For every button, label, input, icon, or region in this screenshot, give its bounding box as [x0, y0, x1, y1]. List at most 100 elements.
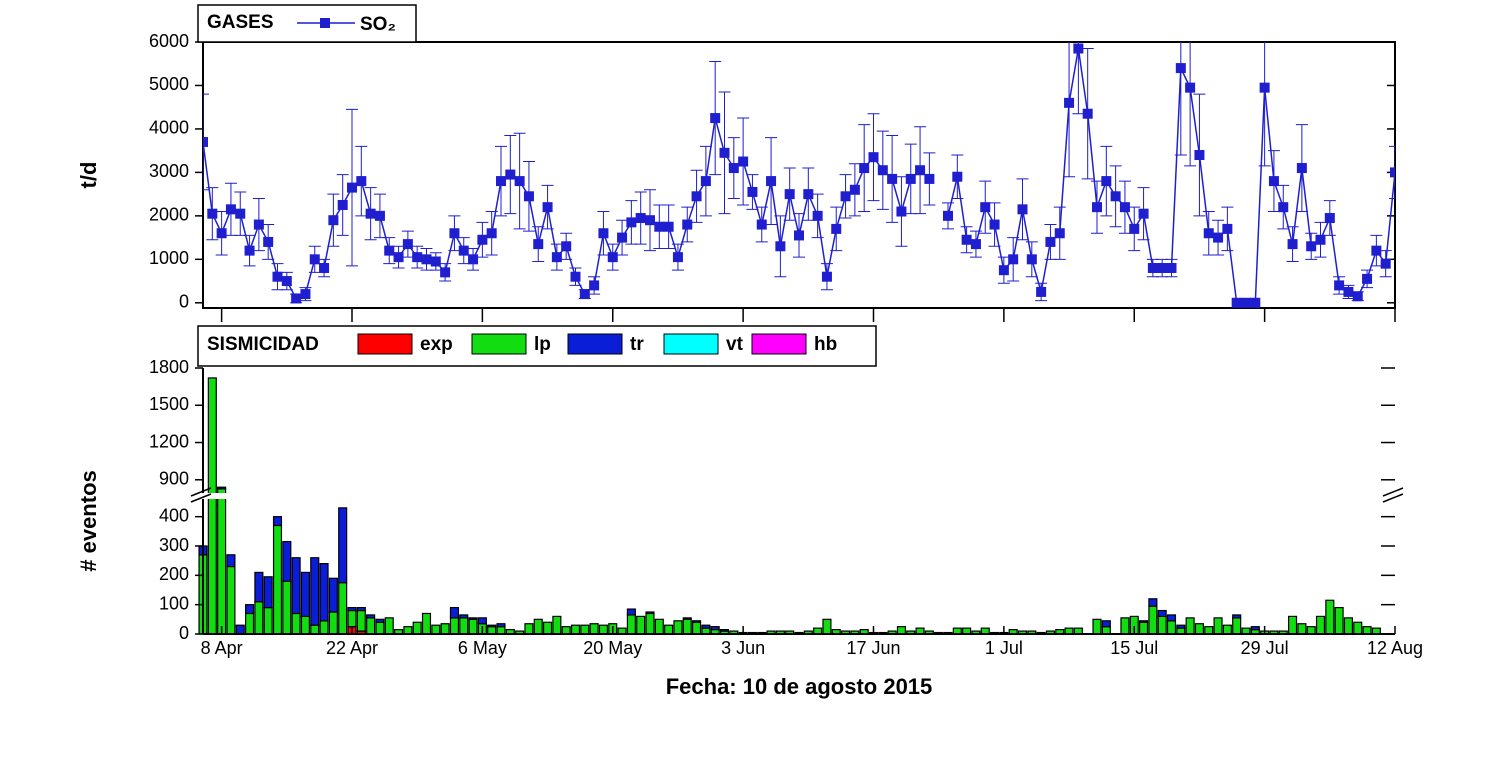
- marker: [728, 163, 739, 174]
- marker: [291, 293, 302, 304]
- marker: [710, 113, 721, 124]
- bar: [682, 618, 692, 635]
- bar: [254, 571, 264, 603]
- marker: [496, 176, 506, 187]
- marker: [840, 191, 851, 202]
- bar: [328, 611, 338, 635]
- marker: [1073, 43, 1084, 54]
- marker: [645, 215, 655, 226]
- y-tick-label: 1800: [149, 357, 189, 377]
- bar: [1343, 617, 1353, 635]
- x-tick-label: 17 Jun: [846, 638, 900, 658]
- marker: [374, 210, 385, 221]
- marker: [319, 263, 330, 274]
- marker: [747, 186, 758, 197]
- legend-swatch: [567, 333, 623, 355]
- bar: [235, 624, 245, 635]
- legend-title: SISMICIDAD: [207, 334, 319, 355]
- bar: [1204, 626, 1214, 635]
- marker: [831, 223, 842, 234]
- plot-area: [203, 42, 1395, 308]
- marker: [691, 191, 702, 202]
- bar: [1139, 621, 1149, 635]
- bar: [561, 626, 571, 635]
- bar: [254, 601, 264, 635]
- marker: [1213, 232, 1224, 243]
- marker: [607, 252, 618, 263]
- legend-title: GASES: [207, 12, 274, 33]
- marker: [1287, 239, 1298, 250]
- legend-swatch: [357, 333, 413, 355]
- marker: [1380, 258, 1391, 269]
- marker: [821, 271, 832, 282]
- marker: [1045, 236, 1056, 247]
- bar: [1213, 617, 1223, 635]
- bar: [207, 377, 217, 635]
- marker: [589, 280, 600, 291]
- bar: [217, 488, 227, 635]
- legend-label: SO₂: [360, 14, 396, 35]
- marker: [440, 267, 451, 278]
- bar: [412, 621, 422, 635]
- marker: [1324, 213, 1335, 224]
- marker: [719, 147, 730, 158]
- axis-break-gap: [189, 493, 249, 499]
- bar: [1157, 609, 1167, 617]
- bar: [1139, 620, 1149, 623]
- bar: [589, 623, 599, 635]
- bar: [1092, 618, 1102, 635]
- legend-label: exp: [420, 334, 453, 355]
- marker: [1343, 286, 1354, 297]
- bar: [356, 609, 366, 632]
- legend-marker: [320, 18, 330, 28]
- x-tick-label: 12 Aug: [1367, 638, 1423, 658]
- marker: [1147, 263, 1158, 274]
- x-tick-label: 22 Apr: [326, 638, 378, 658]
- bar: [496, 626, 506, 635]
- marker: [1036, 286, 1047, 297]
- marker: [961, 234, 972, 245]
- marker: [281, 276, 292, 287]
- marker: [421, 254, 432, 265]
- marker: [477, 234, 488, 245]
- marker: [1241, 297, 1251, 308]
- bar: [245, 612, 255, 635]
- marker: [794, 230, 804, 241]
- marker: [1203, 228, 1214, 239]
- marker: [1371, 245, 1382, 256]
- marker: [542, 202, 553, 213]
- x-tick-label: 1 Jul: [985, 638, 1023, 658]
- bar: [272, 524, 283, 635]
- marker: [1352, 291, 1363, 302]
- marker: [598, 228, 609, 239]
- bar: [543, 621, 553, 635]
- marker: [244, 245, 255, 256]
- bar: [291, 612, 301, 635]
- marker: [1054, 228, 1065, 239]
- x-tick-label: 3 Jun: [721, 638, 765, 658]
- bar: [384, 617, 394, 635]
- marker: [337, 199, 348, 210]
- marker: [700, 176, 711, 187]
- marker: [1222, 223, 1233, 234]
- marker: [1017, 204, 1028, 215]
- x-tick-label: 20 May: [583, 638, 642, 658]
- marker: [1315, 234, 1326, 245]
- marker: [365, 208, 376, 219]
- legend-label: hb: [814, 334, 837, 355]
- marker: [654, 221, 665, 232]
- marker: [896, 206, 907, 217]
- marker: [328, 215, 339, 226]
- bar: [626, 614, 636, 635]
- bar: [1306, 626, 1316, 635]
- y-tick-label: 300: [159, 535, 189, 555]
- marker: [1110, 191, 1121, 202]
- bar: [654, 618, 664, 635]
- bar: [1325, 599, 1335, 635]
- bar: [1222, 624, 1232, 635]
- x-axis-title: Fecha: 10 de agosto 2015: [666, 674, 933, 699]
- marker: [766, 176, 777, 187]
- marker: [1250, 297, 1261, 308]
- bar: [1334, 606, 1344, 635]
- marker: [1334, 280, 1345, 291]
